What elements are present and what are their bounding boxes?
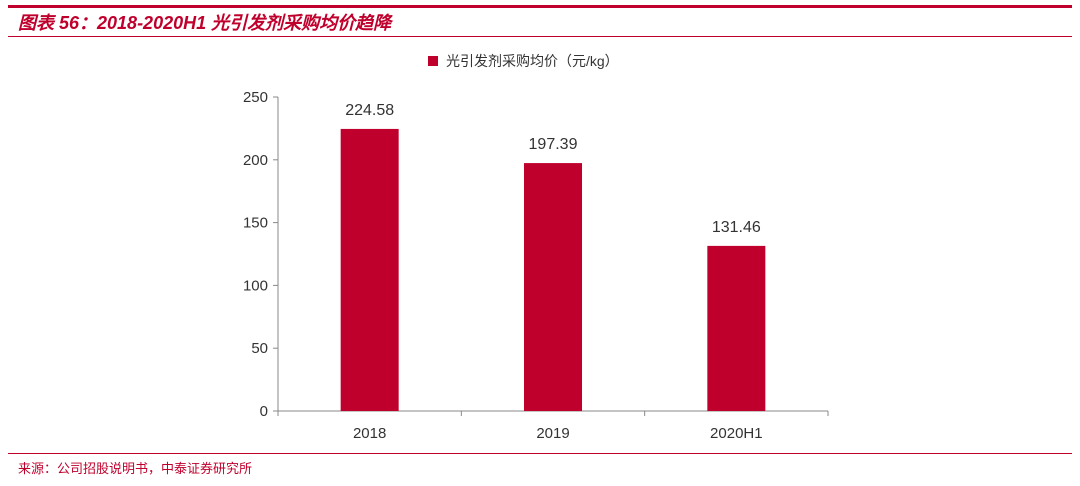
legend-label: 光引发剂采购均价（元/kg） [446,53,619,69]
title-bottom-rule [8,36,1072,37]
source-note: 来源：公司招股说明书，中泰证券研究所 [18,462,253,477]
data-label: 131.46 [712,219,761,236]
y-tick-label: 0 [260,403,268,420]
x-tick-label: 2018 [353,425,386,442]
y-tick-label: 250 [243,89,268,106]
bar-2020H1 [707,245,766,411]
footer-rule [8,453,1072,454]
x-tick-label: 2020H1 [710,425,763,442]
chart-legend: 光引发剂采购均价（元/kg） [428,53,619,69]
figure-title: 图表 56：2018-2020H1 光引发剂采购均价趋降 [18,13,392,33]
bar-2018 [340,128,399,411]
y-tick-label: 100 [243,277,268,294]
x-tick-label: 2019 [536,425,569,442]
data-label: 224.58 [345,102,394,119]
legend-swatch [428,56,438,66]
y-tick-label: 200 [243,152,268,169]
title-top-rule [8,5,1072,8]
y-tick-label: 150 [243,215,268,232]
data-label: 197.39 [529,136,578,153]
chart-bars: 224.58 197.39 131.46 [340,102,766,411]
bar-2019 [524,163,582,411]
chart-axes: 0 50 100 150 200 250 2018 2019 2020H1 [243,89,829,442]
y-tick-label: 50 [251,340,268,357]
